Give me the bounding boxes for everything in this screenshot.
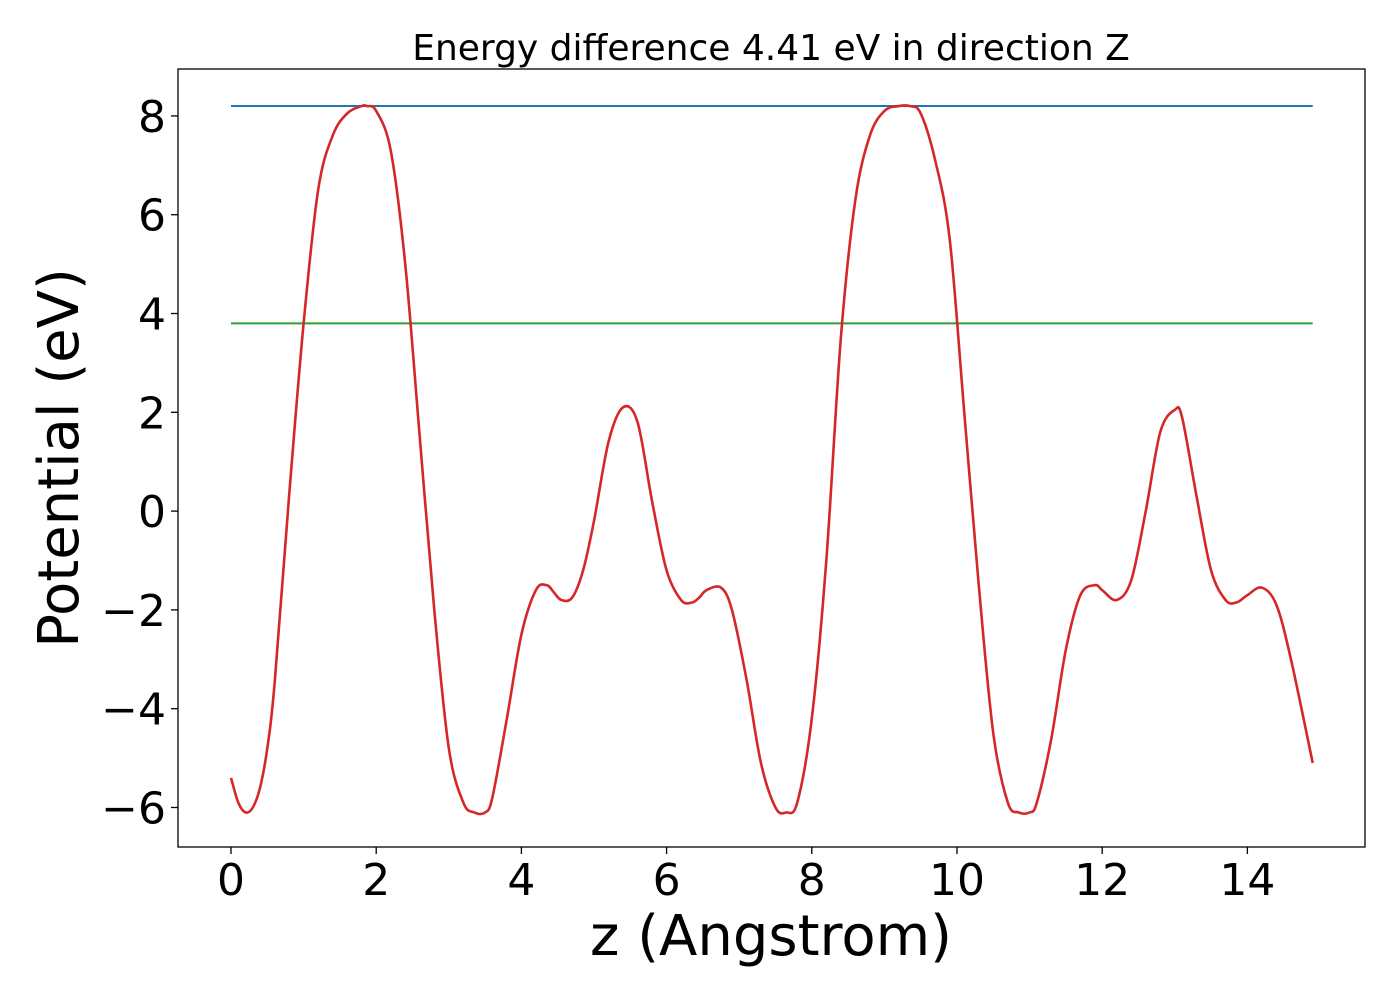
y-tick-label: −4 bbox=[101, 685, 166, 736]
plot-frame bbox=[177, 68, 1366, 848]
x-tick-label: 8 bbox=[798, 855, 826, 906]
y-tick-label: 2 bbox=[138, 388, 166, 439]
x-tick-label: 0 bbox=[217, 855, 245, 906]
series-line-0 bbox=[229, 103, 1315, 816]
x-tick-label: 2 bbox=[362, 855, 390, 906]
x-tick-label: 10 bbox=[929, 855, 985, 906]
x-tick-label: 4 bbox=[507, 855, 535, 906]
y-tick-label: −2 bbox=[101, 586, 166, 637]
y-tick-label: 0 bbox=[138, 487, 166, 538]
y-tick-label: 8 bbox=[138, 92, 166, 143]
y-tick-label: 4 bbox=[138, 290, 166, 341]
x-tick-label: 6 bbox=[653, 855, 681, 906]
chart-title: Energy difference 4.41 eV in direction Z bbox=[412, 28, 1130, 69]
x-tick-label: 14 bbox=[1219, 855, 1275, 906]
y-axis-ticks: −6 −4 −2 0 2 4 6 8 bbox=[101, 92, 178, 834]
y-axis-label: Potential (eV) bbox=[27, 268, 92, 648]
x-tick-label: 12 bbox=[1074, 855, 1130, 906]
x-axis-ticks: 0 2 4 6 8 10 12 14 bbox=[217, 847, 1275, 906]
y-tick-label: −6 bbox=[101, 783, 166, 834]
plot-lines bbox=[229, 103, 1315, 816]
x-axis-label: z (Angstrom) bbox=[590, 904, 952, 969]
y-tick-label: 6 bbox=[138, 191, 166, 242]
